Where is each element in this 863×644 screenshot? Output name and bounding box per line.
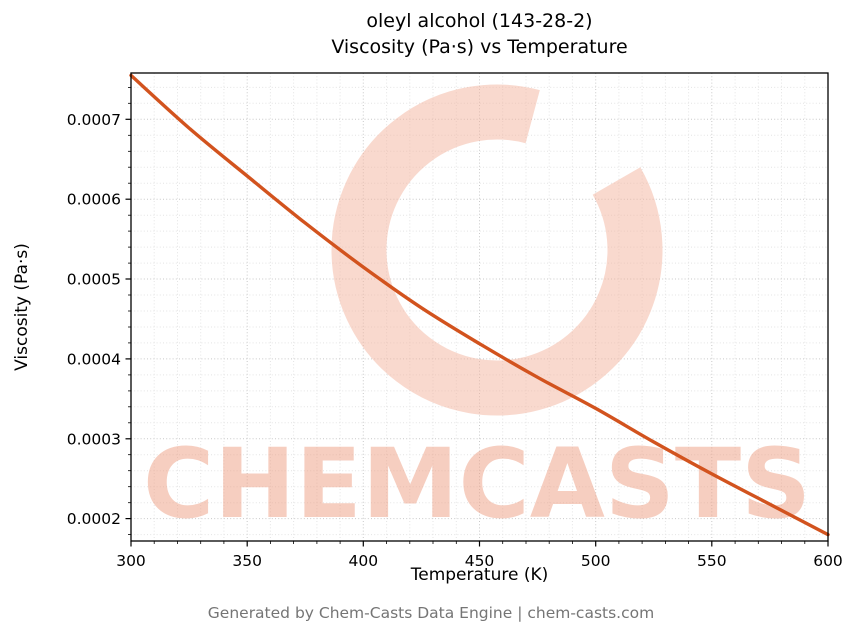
watermark-c-swirl-logo <box>331 84 663 416</box>
y-tick-label: 0.0007 <box>67 111 121 129</box>
x-tick-label: 300 <box>116 552 146 570</box>
x-tick-label: 400 <box>349 552 379 570</box>
axis-ticks: 300 350 400 450 500 550 600 0.0002 0.0003 0.0004 0… <box>67 87 843 570</box>
chart-title-line2: Viscosity (Pa·s) vs Temperature <box>331 36 628 59</box>
x-tick-label: 350 <box>232 552 262 570</box>
y-axis-label: Viscosity (Pa·s) <box>12 243 32 371</box>
x-tick-label: 450 <box>465 552 495 570</box>
x-tick-label: 600 <box>813 552 843 570</box>
watermark: CHEMCASTS <box>143 84 811 540</box>
y-tick-label: 0.0002 <box>67 510 121 528</box>
y-tick-label: 0.0005 <box>67 271 121 289</box>
x-axis-label: Temperature (K) <box>410 565 549 585</box>
viscosity-curve <box>129 73 830 537</box>
x-tick-label: 550 <box>697 552 727 570</box>
chart-title-line1: oleyl alcohol (143-28-2) <box>366 10 593 32</box>
x-tick-label: 500 <box>581 552 611 570</box>
y-tick-label: 0.0003 <box>67 430 121 448</box>
footer-attribution: Generated by Chem-Casts Data Engine | ch… <box>207 604 655 622</box>
y-tick-label: 0.0006 <box>67 191 121 209</box>
chart-title: oleyl alcohol (143-28-2) Viscosity (Pa·s… <box>131 8 828 60</box>
y-tick-label: 0.0004 <box>67 350 121 368</box>
watermark-text: CHEMCASTS <box>143 428 811 540</box>
